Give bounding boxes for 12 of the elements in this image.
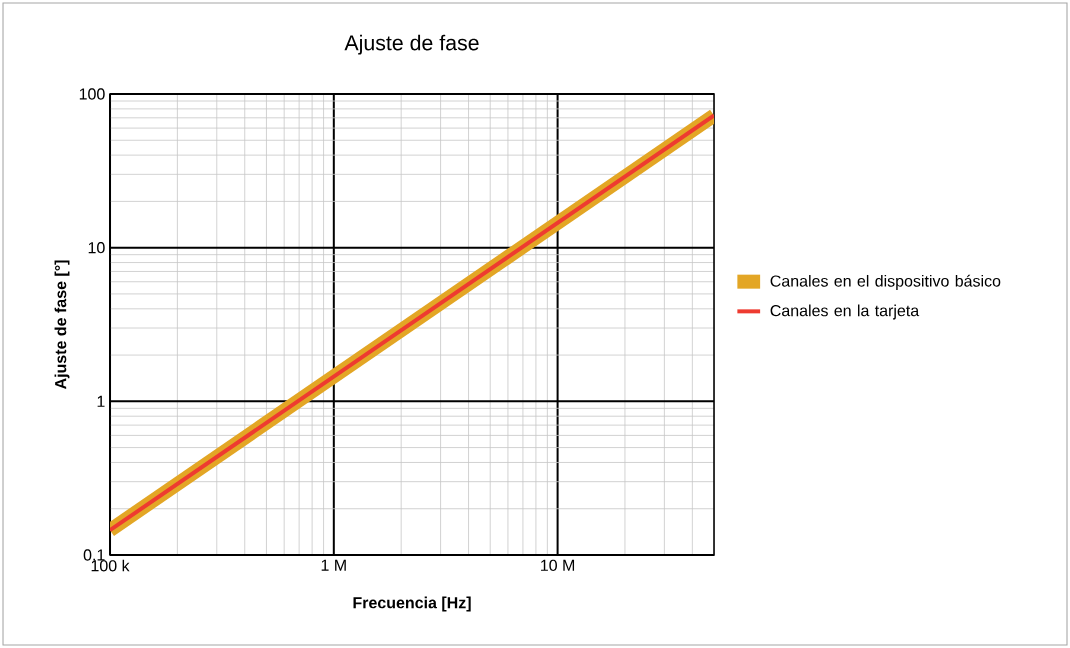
y-tick-label: 10 [88, 242, 105, 254]
legend-label: Canales en el dispositivo básico [770, 274, 1001, 290]
legend-label: Canales en la tarjeta [770, 304, 920, 320]
y-axis-title: Ajuste de fase [°] [54, 260, 70, 390]
y-tick-label: 100 [79, 88, 105, 100]
x-axis-title: Frecuencia [Hz] [353, 596, 471, 612]
y-tick-label: 0.1 [83, 549, 105, 561]
chart-title: Ajuste de fase [344, 34, 479, 55]
x-tick-label: 1 M [321, 559, 346, 571]
x-tick-label: 100 k [91, 559, 130, 572]
y-tick-label: 1 [97, 395, 105, 407]
x-tick-label: 10 M [541, 559, 575, 572]
